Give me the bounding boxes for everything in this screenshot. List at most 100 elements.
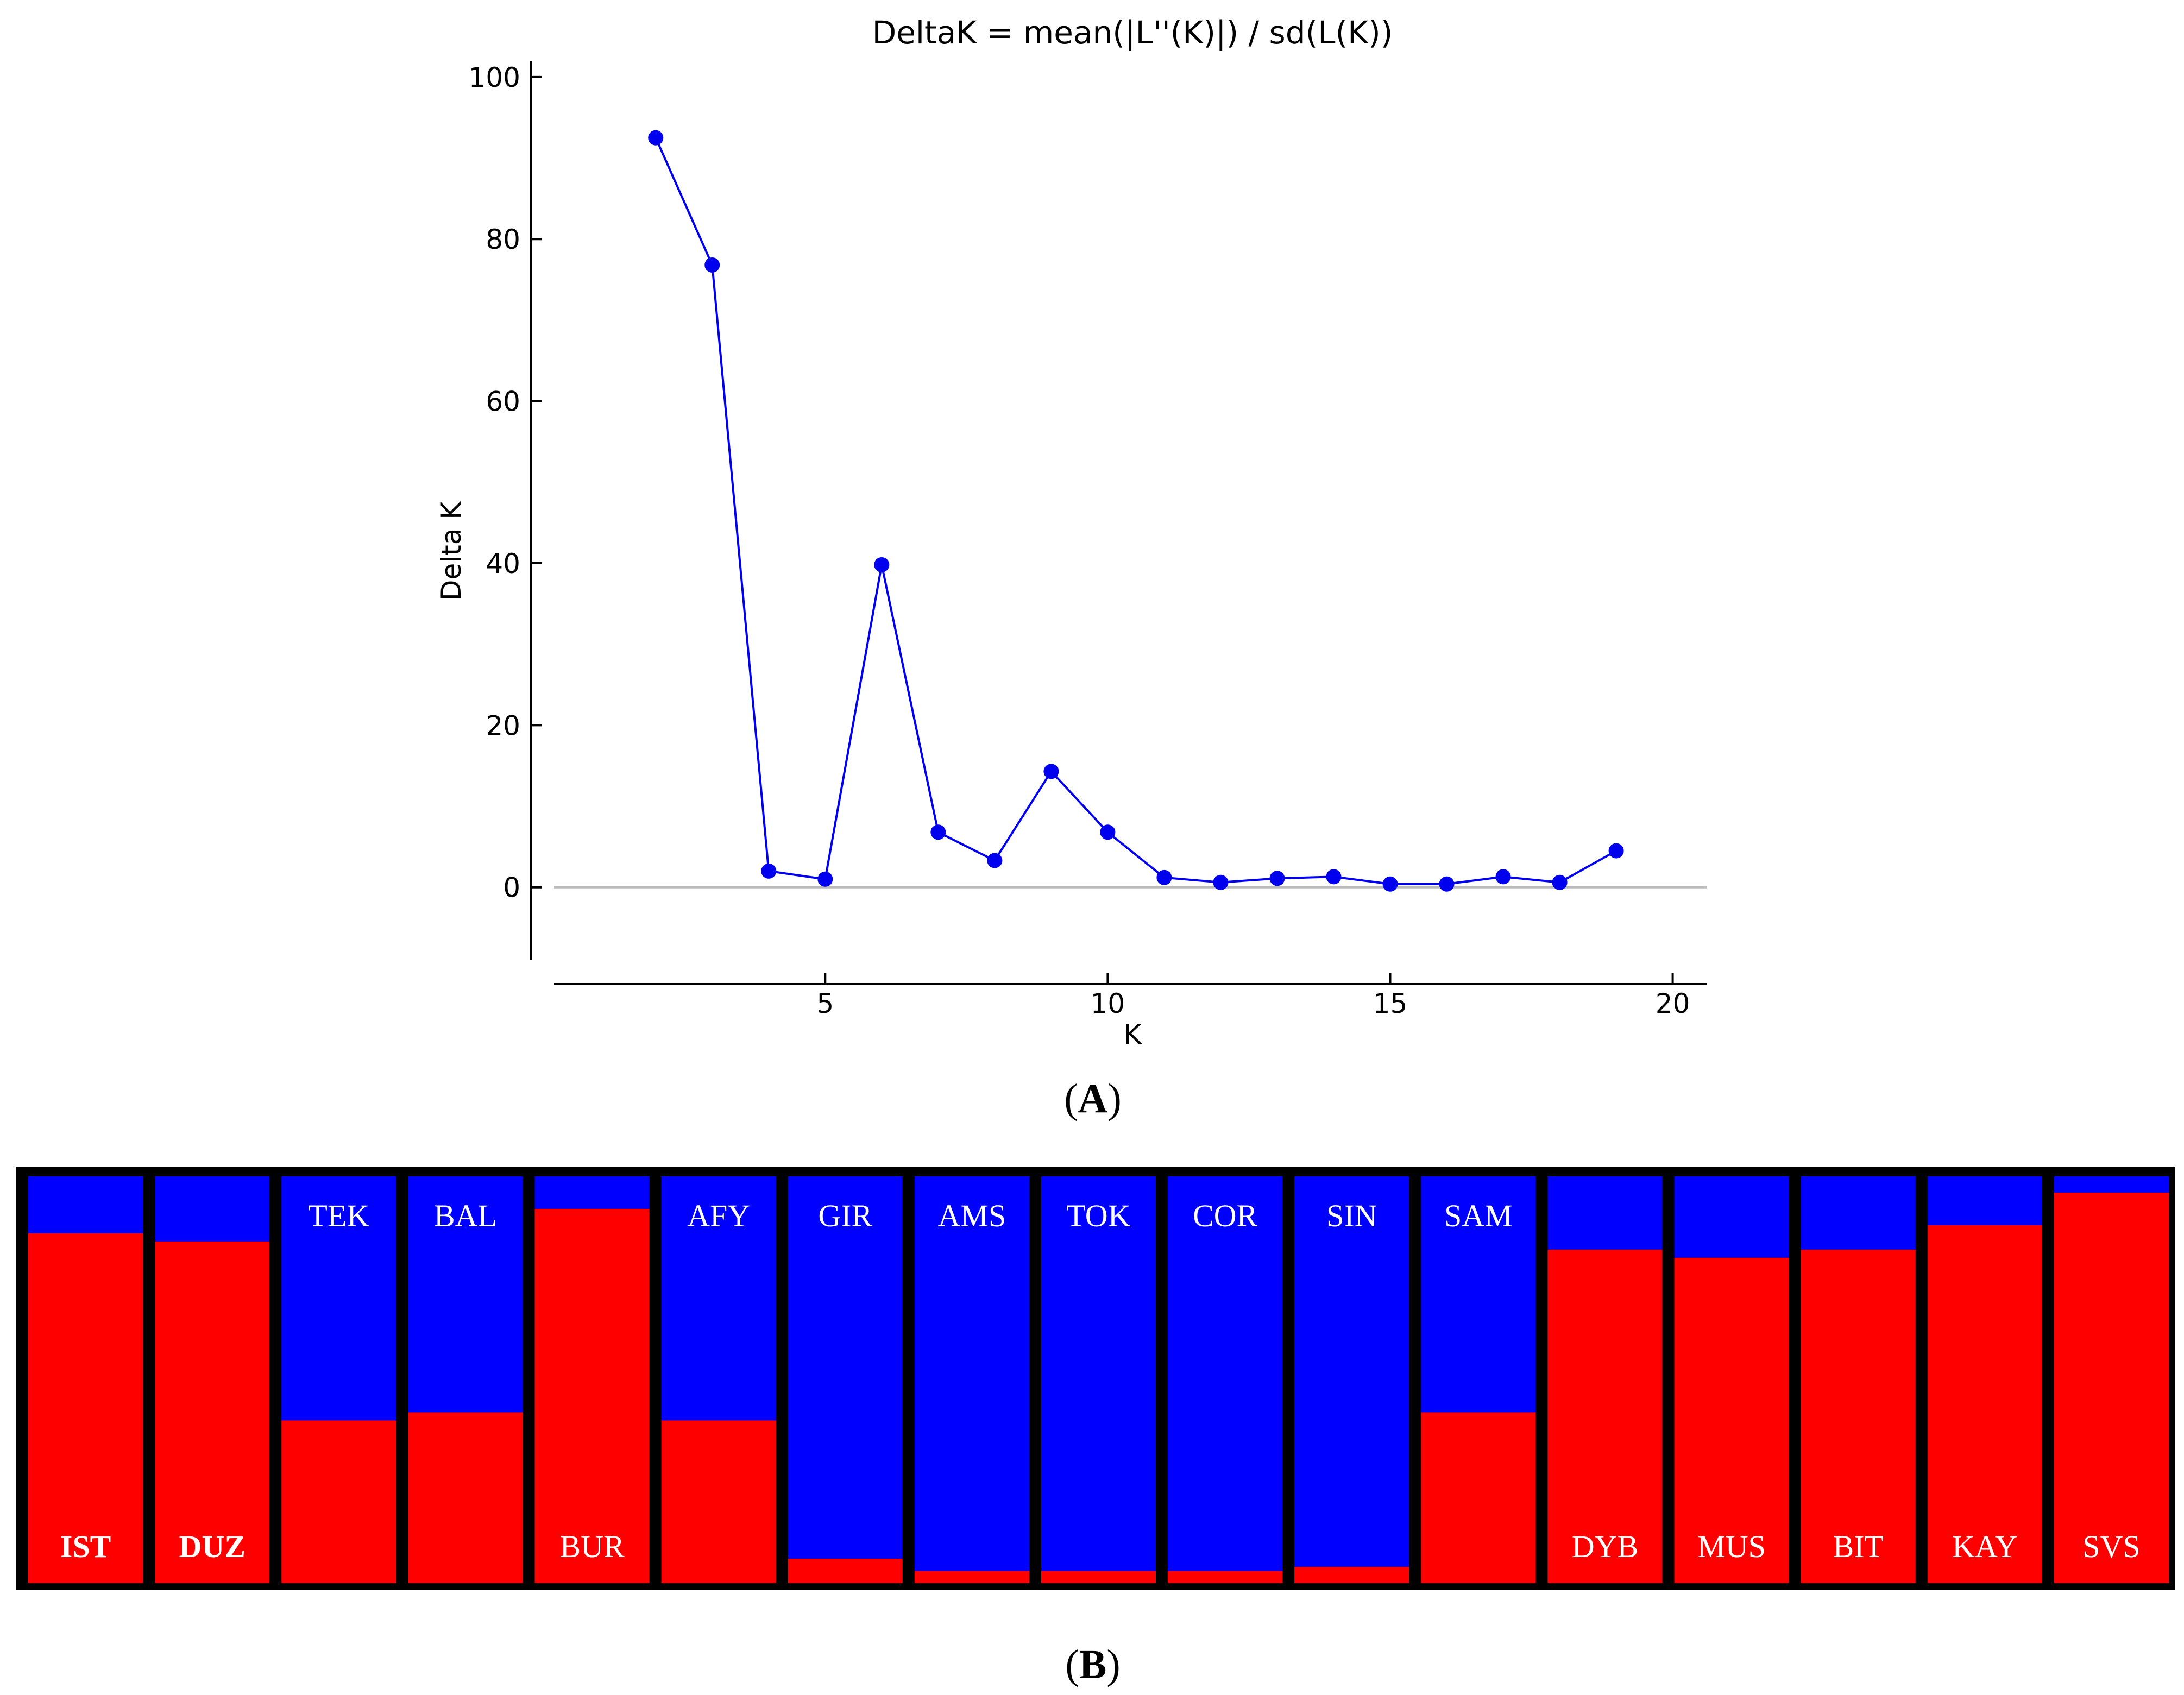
delta-k-markers bbox=[648, 130, 1624, 892]
cluster-red-bar bbox=[1168, 1571, 1283, 1583]
panel-label-b: (B) bbox=[1065, 1642, 1120, 1687]
population-bur: BUR bbox=[534, 1176, 650, 1583]
cluster-blue-bar bbox=[1801, 1176, 1916, 1250]
data-point bbox=[930, 824, 946, 840]
population-label: BIT bbox=[1833, 1529, 1883, 1564]
x-tick-label: 10 bbox=[1091, 988, 1125, 1019]
population-label: KAY bbox=[1952, 1529, 2017, 1564]
population-svs: SVS bbox=[2054, 1176, 2169, 1583]
cluster-red-bar bbox=[1801, 1249, 1916, 1583]
cluster-red-bar bbox=[1041, 1571, 1156, 1583]
cluster-red-bar bbox=[534, 1208, 650, 1583]
population-label: BUR bbox=[559, 1529, 625, 1564]
population-label: DUZ bbox=[179, 1529, 245, 1564]
data-point bbox=[1552, 874, 1568, 890]
population-bit: BIT bbox=[1801, 1176, 1916, 1583]
data-point bbox=[761, 863, 777, 879]
cluster-red-bar bbox=[661, 1420, 776, 1583]
data-point bbox=[817, 871, 833, 887]
y-tick-label: 0 bbox=[503, 872, 520, 904]
population-cor: COR bbox=[1168, 1176, 1283, 1583]
population-label: TEK bbox=[308, 1198, 369, 1233]
structure-populations: IST DUZ TEK BAL BUR AFY GIR AMS TOK COR SIN SAM DYB M… bbox=[28, 1176, 2169, 1583]
cluster-blue-bar bbox=[1547, 1176, 1663, 1250]
cluster-blue-bar bbox=[1041, 1176, 1156, 1571]
population-gir: GIR bbox=[788, 1176, 903, 1583]
population-kay: KAY bbox=[1927, 1176, 2042, 1583]
population-label: GIR bbox=[818, 1198, 872, 1233]
data-point bbox=[874, 557, 890, 572]
cluster-blue-bar bbox=[1927, 1176, 2042, 1225]
data-point bbox=[1043, 764, 1059, 779]
cluster-blue-bar bbox=[914, 1176, 1029, 1571]
y-tick-label: 20 bbox=[486, 710, 520, 741]
delta-k-chart: DeltaK = mean(|L''(K)|) / sd(L(K)) 0 20 40… bbox=[436, 14, 1707, 1121]
cluster-blue-bar bbox=[408, 1176, 523, 1413]
data-point bbox=[1156, 869, 1172, 885]
cluster-red-bar bbox=[1547, 1249, 1663, 1583]
population-label: COR bbox=[1193, 1198, 1258, 1233]
structure-barplot: IST DUZ TEK BAL BUR AFY GIR AMS TOK COR SIN SAM DYB M… bbox=[16, 1167, 2175, 1687]
data-point bbox=[1382, 876, 1398, 892]
population-dyb: DYB bbox=[1547, 1176, 1663, 1583]
y-tick-label: 80 bbox=[486, 224, 520, 255]
y-tick-label: 40 bbox=[486, 548, 520, 579]
cluster-red-bar bbox=[1927, 1225, 2042, 1583]
y-tick-label: 100 bbox=[469, 62, 520, 93]
cluster-blue-bar bbox=[661, 1176, 776, 1421]
cluster-red-bar bbox=[788, 1559, 903, 1583]
data-point bbox=[1100, 824, 1116, 840]
data-point bbox=[1269, 871, 1285, 886]
population-ams: AMS bbox=[914, 1176, 1029, 1583]
x-tick-label: 20 bbox=[1656, 988, 1690, 1019]
population-label: SAM bbox=[1444, 1198, 1513, 1233]
population-bal: BAL bbox=[408, 1176, 523, 1583]
population-tek: TEK bbox=[281, 1176, 396, 1583]
population-label: AMS bbox=[938, 1198, 1006, 1233]
cluster-red-bar bbox=[1674, 1257, 1789, 1583]
population-label: MUS bbox=[1697, 1529, 1766, 1564]
cluster-red-bar bbox=[408, 1412, 523, 1583]
x-tick-group: 5 10 15 20 bbox=[816, 973, 1690, 1019]
cluster-blue-bar bbox=[534, 1176, 650, 1209]
data-point bbox=[1439, 876, 1455, 892]
y-axis-label: Delta K bbox=[436, 501, 467, 601]
population-mus: MUS bbox=[1674, 1176, 1789, 1583]
data-point bbox=[1608, 843, 1624, 859]
cluster-blue-bar bbox=[155, 1176, 270, 1242]
population-label: TOK bbox=[1066, 1198, 1130, 1233]
population-label: IST bbox=[60, 1529, 111, 1564]
cluster-red-bar bbox=[1421, 1412, 1536, 1583]
data-point bbox=[1326, 869, 1342, 885]
population-ist: IST bbox=[28, 1176, 143, 1583]
population-tok: TOK bbox=[1041, 1176, 1156, 1583]
cluster-blue-bar bbox=[28, 1176, 143, 1233]
population-label: SIN bbox=[1326, 1198, 1377, 1233]
y-tick-group: 0 20 40 60 80 100 bbox=[469, 62, 542, 904]
population-sam: SAM bbox=[1421, 1176, 1536, 1583]
data-point bbox=[648, 130, 664, 146]
population-duz: DUZ bbox=[155, 1176, 270, 1583]
cluster-red-bar bbox=[2054, 1192, 2169, 1583]
data-point bbox=[1213, 874, 1229, 890]
population-sin: SIN bbox=[1294, 1176, 1409, 1583]
x-axis-label: K bbox=[1124, 1019, 1142, 1050]
cluster-red-bar bbox=[155, 1241, 270, 1583]
population-label: SVS bbox=[2082, 1529, 2140, 1564]
population-label: DYB bbox=[1572, 1529, 1638, 1564]
y-tick-label: 60 bbox=[486, 386, 520, 418]
x-tick-label: 15 bbox=[1373, 988, 1408, 1019]
cluster-blue-bar bbox=[788, 1176, 903, 1559]
cluster-red-bar bbox=[914, 1571, 1029, 1583]
cluster-blue-bar bbox=[2054, 1176, 2169, 1193]
delta-k-series-line bbox=[654, 137, 1617, 885]
panel-label-a: (A) bbox=[1064, 1076, 1122, 1121]
cluster-blue-bar bbox=[1674, 1176, 1789, 1258]
cluster-red-bar bbox=[28, 1233, 143, 1583]
cluster-red-bar bbox=[1294, 1567, 1409, 1583]
cluster-blue-bar bbox=[1294, 1176, 1409, 1567]
population-label: BAL bbox=[434, 1198, 497, 1233]
population-label: AFY bbox=[687, 1198, 750, 1233]
cluster-blue-bar bbox=[281, 1176, 396, 1421]
